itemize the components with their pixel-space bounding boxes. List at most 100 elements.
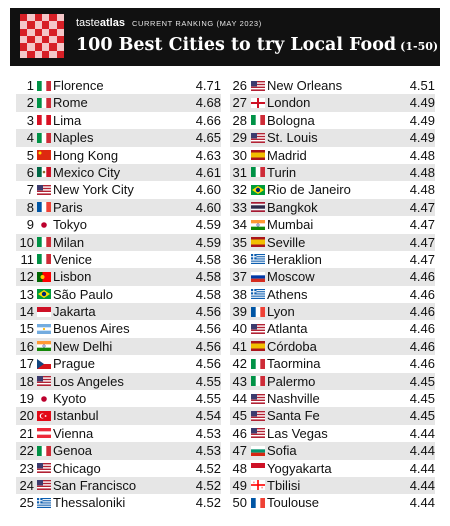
usa-flag-icon bbox=[251, 323, 265, 334]
italy-flag-icon bbox=[37, 445, 51, 456]
ranking-row: 48 Yogyakarta 4.44 bbox=[230, 460, 435, 477]
ranking-row: 20 Istanbul 4.54 bbox=[16, 407, 221, 425]
greece-flag-icon bbox=[251, 254, 265, 265]
page-title: 100 Best Cities to try Local Food (1-50) bbox=[76, 35, 438, 55]
rank-number: 29 bbox=[232, 130, 247, 146]
ranking-row: 27 London 4.49 bbox=[230, 94, 435, 112]
city-name: Rome bbox=[53, 95, 88, 111]
city-name: Santa Fe bbox=[267, 408, 320, 424]
rating-score: 4.56 bbox=[195, 304, 221, 320]
ranking-row: 37 Moscow 4.46 bbox=[230, 268, 435, 286]
rank-number: 2 bbox=[26, 95, 34, 111]
rank-number: 45 bbox=[232, 408, 247, 424]
city-name: Lima bbox=[53, 112, 82, 128]
rating-score: 4.45 bbox=[409, 408, 435, 424]
italy-flag-icon bbox=[251, 115, 265, 126]
rating-score: 4.49 bbox=[409, 95, 435, 111]
city-name: Milan bbox=[53, 234, 85, 250]
rank-number: 4 bbox=[26, 130, 34, 146]
italy-flag-icon bbox=[37, 254, 51, 265]
city-name: Thessaloniki bbox=[53, 495, 126, 511]
city-name: Sofia bbox=[267, 443, 297, 459]
rating-score: 4.52 bbox=[195, 477, 221, 493]
ranking-row: 23 Chicago 4.52 bbox=[16, 460, 221, 477]
rank-number: 21 bbox=[19, 425, 34, 441]
brand-light: taste bbox=[76, 17, 100, 29]
ranking-row: 17 Prague 4.56 bbox=[16, 355, 221, 372]
england-flag-icon bbox=[251, 97, 265, 108]
peru-flag-icon bbox=[37, 115, 51, 126]
usa-flag-icon bbox=[37, 480, 51, 491]
city-name: Seville bbox=[267, 234, 306, 250]
rating-score: 4.53 bbox=[195, 443, 221, 459]
city-name: Bangkok bbox=[267, 199, 318, 215]
city-name: Mexico City bbox=[53, 164, 121, 180]
usa-flag-icon bbox=[251, 132, 265, 143]
city-name: Athens bbox=[267, 286, 308, 302]
thailand-flag-icon bbox=[251, 202, 265, 213]
rank-number: 13 bbox=[19, 286, 34, 302]
rating-score: 4.59 bbox=[195, 234, 221, 250]
city-name: Chicago bbox=[53, 460, 101, 476]
city-name: Córdoba bbox=[267, 338, 317, 354]
ranking-row: 15 Buenos Aires 4.56 bbox=[16, 320, 221, 337]
rating-score: 4.63 bbox=[195, 147, 221, 163]
ranking-row: 32 Rio de Janeiro 4.48 bbox=[230, 181, 435, 198]
rank-number: 11 bbox=[20, 251, 35, 267]
city-name: Tbilisi bbox=[267, 477, 301, 493]
city-name: Taormina bbox=[267, 356, 321, 372]
ranking-row: 40 Atlanta 4.46 bbox=[230, 320, 435, 337]
city-name: Lisbon bbox=[53, 269, 92, 285]
rating-score: 4.44 bbox=[409, 495, 435, 511]
rank-number: 12 bbox=[19, 269, 34, 285]
rank-number: 6 bbox=[26, 164, 34, 180]
rank-number: 49 bbox=[232, 477, 247, 493]
ranking-label: CURRENT RANKING (MAY 2023) bbox=[132, 19, 262, 28]
ranking-row: 25 Thessaloniki 4.52 bbox=[16, 494, 221, 511]
usa-flag-icon bbox=[37, 184, 51, 195]
rating-score: 4.47 bbox=[409, 251, 435, 267]
rating-score: 4.46 bbox=[409, 321, 435, 337]
city-name: Florence bbox=[53, 78, 104, 93]
rating-score: 4.48 bbox=[409, 147, 435, 163]
russia-flag-icon bbox=[251, 271, 265, 282]
spain-flag-icon bbox=[251, 237, 265, 248]
spain-flag-icon bbox=[251, 341, 265, 352]
brazil-flag-icon bbox=[251, 184, 265, 195]
india-flag-icon bbox=[251, 219, 265, 230]
rank-number: 24 bbox=[19, 477, 34, 493]
header-banner: tasteatlas CURRENT RANKING (MAY 2023) 10… bbox=[10, 8, 440, 66]
city-name: Tokyo bbox=[53, 217, 87, 233]
france-flag-icon bbox=[251, 306, 265, 317]
rating-score: 4.56 bbox=[195, 356, 221, 372]
rank-number: 46 bbox=[232, 425, 247, 441]
bulgaria-flag-icon bbox=[251, 445, 265, 456]
ranking-row: 4 Naples 4.65 bbox=[16, 129, 221, 147]
ranking-row: 24 San Francisco 4.52 bbox=[16, 476, 221, 495]
rank-number: 22 bbox=[19, 443, 34, 459]
city-name: Heraklion bbox=[267, 251, 322, 267]
rank-number: 50 bbox=[232, 495, 247, 511]
city-name: Rio de Janeiro bbox=[267, 182, 351, 198]
ranking-row: 35 Seville 4.47 bbox=[230, 233, 435, 251]
city-name: Istanbul bbox=[53, 408, 99, 424]
ranking-row: 31 Turin 4.48 bbox=[230, 163, 435, 182]
usa-flag-icon bbox=[251, 393, 265, 404]
rating-score: 4.44 bbox=[409, 443, 435, 459]
ranking-row: 42 Taormina 4.46 bbox=[230, 355, 435, 372]
rating-score: 4.45 bbox=[409, 391, 435, 407]
brand-logo: tasteatlas bbox=[76, 17, 125, 29]
city-name: Palermo bbox=[267, 373, 316, 389]
usa-flag-icon bbox=[37, 463, 51, 474]
france-flag-icon bbox=[251, 497, 265, 508]
rank-number: 14 bbox=[19, 304, 34, 320]
argentina-flag-icon bbox=[37, 323, 51, 334]
ranking-row: 22 Genoa 4.53 bbox=[16, 442, 221, 460]
rank-number: 31 bbox=[232, 164, 247, 180]
rating-score: 4.59 bbox=[195, 217, 221, 233]
rating-score: 4.58 bbox=[195, 251, 221, 267]
rating-score: 4.68 bbox=[195, 95, 221, 111]
ranking-row: 18 Los Angeles 4.55 bbox=[16, 372, 221, 391]
ranking-row: 5 Hong Kong 4.63 bbox=[16, 147, 221, 164]
